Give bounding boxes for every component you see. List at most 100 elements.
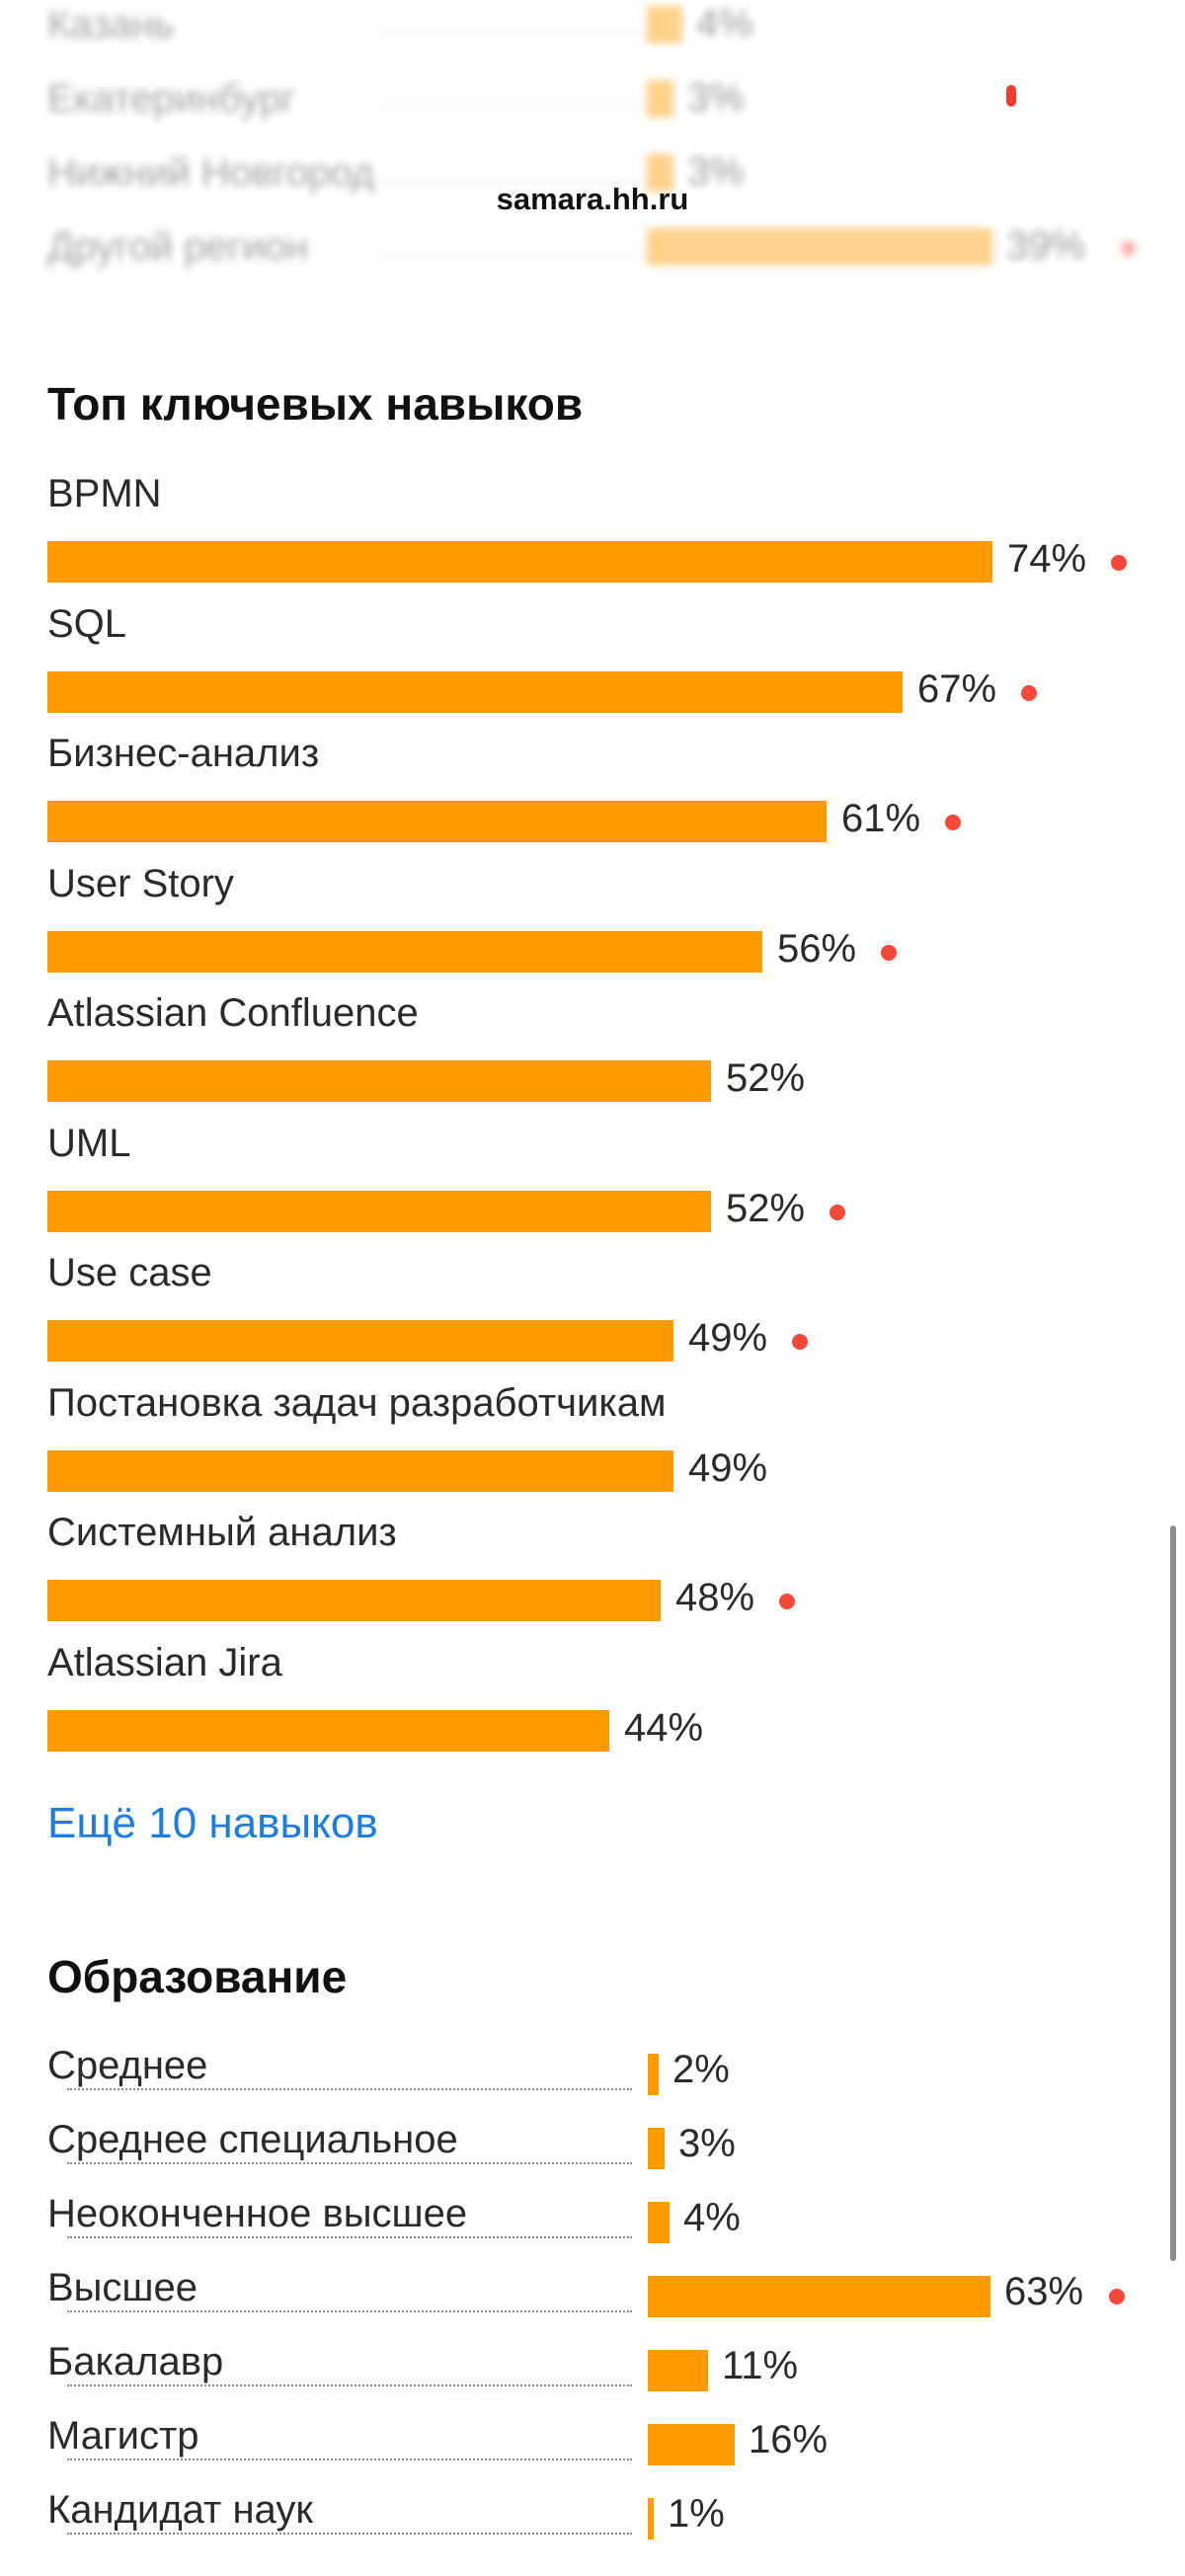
education-row: Среднее специальное 3%	[47, 2118, 1144, 2177]
skill-bar	[47, 1709, 609, 1752]
region-row: Екатеринбург 3%	[47, 69, 1144, 128]
education-label: Магистр	[47, 2414, 209, 2459]
skill-bar	[47, 801, 827, 842]
highlight-dot	[1121, 241, 1136, 256]
education-label: Среднее	[47, 2044, 218, 2088]
skill-label: Atlassian Confluence	[47, 991, 419, 1035]
education-title: Образование	[47, 1951, 348, 2002]
region-percent: 39%	[1006, 224, 1086, 268]
skill-bar	[47, 1580, 661, 1621]
highlight-dot	[945, 815, 961, 830]
region-label: Казань	[47, 2, 175, 46]
region-label: Екатеринбург	[47, 76, 296, 120]
skill-percent: 52%	[726, 1056, 806, 1100]
scrollbar[interactable]	[1170, 1525, 1176, 2261]
more-skills-link[interactable]: Ещё 10 навыков	[47, 1799, 378, 1847]
education-percent: 1%	[668, 2492, 725, 2536]
skill-bar	[47, 1060, 711, 1102]
highlight-dot	[881, 944, 897, 961]
education-leader	[67, 2384, 632, 2386]
education-row: Кандидат наук 1%	[47, 2488, 1144, 2547]
education-percent: 2%	[672, 2048, 730, 2091]
highlight-dot	[779, 1594, 795, 1609]
skill-label: BPMN	[47, 472, 162, 515]
skill-percent: 61%	[841, 797, 921, 840]
browser-domain: samara.hh.ru	[496, 182, 689, 216]
education-label: Неоконченное высшее	[47, 2192, 478, 2236]
skill-percent: 52%	[726, 1186, 806, 1230]
education-leader	[67, 2459, 632, 2460]
education-label: Среднее специальное	[47, 2118, 468, 2162]
education-leader	[67, 2236, 632, 2238]
education-leader	[67, 2533, 632, 2535]
education-percent: 11%	[722, 2344, 799, 2387]
highlight-dot	[792, 1334, 808, 1350]
education-bar	[648, 2350, 708, 2391]
skill-bar	[47, 930, 762, 973]
skill-label: Бизнес-анализ	[47, 732, 320, 775]
education-bar	[648, 2498, 654, 2539]
region-percent: 3%	[687, 150, 745, 194]
skill-percent: 67%	[917, 666, 997, 711]
region-leader	[378, 33, 674, 35]
skill-percent: 49%	[688, 1445, 768, 1490]
skill-bar	[47, 670, 903, 713]
education-percent: 4%	[683, 2196, 741, 2239]
region-row: Другой регион 39%	[47, 217, 1144, 276]
skill-percent: 74%	[1007, 537, 1087, 581]
highlight-dot	[1111, 555, 1127, 571]
regions-section: Казань 4% Екатеринбург 3% Нижний Новгород 3% Д…	[47, 0, 1144, 296]
skill-label: UML	[47, 1121, 131, 1165]
education-bar	[648, 2424, 735, 2465]
education-percent: 63%	[1004, 2270, 1084, 2313]
education-leader	[67, 2162, 632, 2164]
region-bar	[647, 154, 673, 192]
region-leader	[378, 255, 674, 257]
skill-label: SQL	[47, 601, 127, 646]
education-label: Бакалавр	[47, 2340, 234, 2384]
education-percent: 3%	[678, 2122, 736, 2165]
education-bar	[648, 2276, 990, 2317]
skill-label: Atlassian Jira	[47, 1640, 282, 1684]
education-bar	[648, 2202, 670, 2243]
skill-percent: 44%	[624, 1705, 704, 1750]
region-label: Другой регион	[47, 224, 309, 269]
skill-label: Системный анализ	[47, 1511, 397, 1554]
education-leader	[67, 2088, 632, 2090]
skill-bar	[47, 1320, 673, 1362]
education-row: Высшее 63%	[47, 2266, 1144, 2325]
skill-bar	[47, 1449, 673, 1492]
skill-bar	[47, 541, 992, 583]
region-leader	[378, 181, 674, 183]
highlight-dot	[830, 1204, 845, 1220]
education-leader	[67, 2310, 632, 2312]
recording-indicator	[1006, 85, 1016, 107]
region-bar	[647, 80, 673, 117]
education-bar	[648, 2054, 659, 2095]
region-percent: 3%	[687, 76, 745, 119]
region-bar	[647, 228, 992, 266]
skill-percent: 48%	[675, 1576, 755, 1619]
highlight-dot	[1021, 684, 1037, 701]
education-row: Бакалавр 11%	[47, 2340, 1144, 2399]
region-percent: 4%	[696, 2, 753, 45]
skill-label: User Story	[47, 861, 234, 905]
region-bar	[647, 6, 682, 43]
skill-label: Постановка задач разработчикам	[47, 1380, 667, 1425]
education-row: Неоконченное высшее 4%	[47, 2192, 1144, 2251]
region-row: Нижний Новгород 3%	[47, 143, 1144, 202]
region-label: Нижний Новгород	[47, 150, 375, 195]
education-percent: 16%	[749, 2418, 829, 2461]
education-row: Среднее 2%	[47, 2044, 1144, 2103]
highlight-dot	[1109, 2289, 1125, 2304]
skill-label: Use case	[47, 1251, 212, 1294]
skill-percent: 49%	[688, 1316, 768, 1360]
education-bar	[648, 2128, 665, 2169]
education-row: Магистр 16%	[47, 2414, 1144, 2473]
skill-bar	[47, 1190, 711, 1232]
education-label: Кандидат наук	[47, 2488, 323, 2533]
skill-percent: 56%	[777, 926, 857, 971]
region-leader	[378, 107, 674, 109]
region-row: Казань 4%	[47, 0, 1144, 54]
education-label: Высшее	[47, 2266, 208, 2310]
